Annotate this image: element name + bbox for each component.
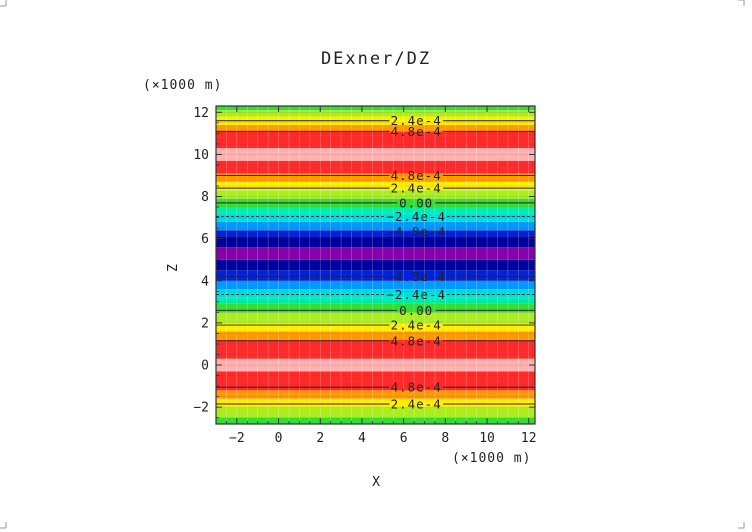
contour-label-3: 2.4e-4 [391,181,442,196]
x-tick-label: 8 [441,431,449,446]
band-20 [216,213,535,222]
band-21 [216,207,535,214]
band-24 [216,181,535,191]
plot-grid [215,106,535,424]
band-26 [216,160,535,174]
band-32 [216,106,535,111]
y-tick-label: 12 [193,106,209,121]
contour-label-7: −4.8e-4 [386,269,446,284]
y-tick-label: 6 [201,232,209,247]
band-25 [216,173,535,182]
band-28 [216,131,535,149]
y-tick-label: 4 [201,274,209,289]
contour-label-13: 2.4e-4 [391,396,442,411]
band-9 [216,312,535,323]
y-tick-label: −2 [193,401,209,416]
x-tick-label: 0 [275,431,283,446]
band-17 [216,236,535,248]
band-29 [216,124,535,132]
x-tick-label: 6 [400,431,408,446]
band-12 [216,289,535,298]
y-axis-label: Z [166,264,181,272]
contour-lines: 2.4e-44.8e-44.8e-42.4e-40.00−2.4e-4−4.8e… [216,113,535,411]
contour-label-0: 2.4e-4 [391,113,442,128]
plot-frame [215,105,536,425]
band-6 [216,339,535,359]
x-unit-label: (×1000 m) [452,451,531,466]
band-1 [216,407,535,418]
contour-label-1: 4.8e-4 [391,124,442,139]
chart-title: DExner/DZ [321,49,431,69]
contour-label-2: 4.8e-4 [391,168,442,183]
band-23 [216,190,535,199]
contour-label-9: 0.00 [399,303,433,318]
band-31 [216,110,535,117]
contour-bands [216,106,535,424]
band-2 [216,398,535,408]
band-11 [216,297,535,304]
band-13 [216,280,535,290]
x-tick-label: 10 [479,431,495,446]
y-unit-label: (×1000 m) [143,78,222,93]
band-18 [216,230,535,237]
x-axis-ticks: −2 0 2 4 6 8 10 12 [226,106,537,446]
band-7 [216,331,535,340]
band-3 [216,390,535,399]
band-19 [216,221,535,231]
y-tick-label: 0 [201,359,209,374]
band-27 [216,148,535,161]
band-15 [216,259,535,271]
x-axis-label: X [372,475,380,490]
y-tick-label: 8 [201,190,209,205]
band-16 [216,247,535,260]
contour-label-8: −2.4e-4 [386,287,446,302]
contour-label-6: −4.8e-4 [386,224,446,239]
contour-label-5: −2.4e-4 [386,209,446,224]
band-14 [216,270,535,281]
x-tick-label: 2 [316,431,324,446]
x-tick-label: 4 [358,431,366,446]
y-tick-label: 10 [193,148,209,163]
x-tick-label: 12 [521,431,537,446]
x-tick-label: −2 [229,431,245,446]
y-axis-ticks: −2 0 2 4 6 8 10 12 [193,106,535,419]
contour-label-12: 4.8e-4 [391,380,442,395]
contour-label-10: 2.4e-4 [391,318,442,333]
contour-label-11: 4.8e-4 [391,333,442,348]
band-4 [216,371,535,391]
band-10 [216,303,535,313]
band-0 [216,417,535,424]
band-5 [216,358,535,372]
y-tick-label: 2 [201,316,209,331]
band-8 [216,322,535,332]
contour-label-4: 0.00 [399,195,433,210]
